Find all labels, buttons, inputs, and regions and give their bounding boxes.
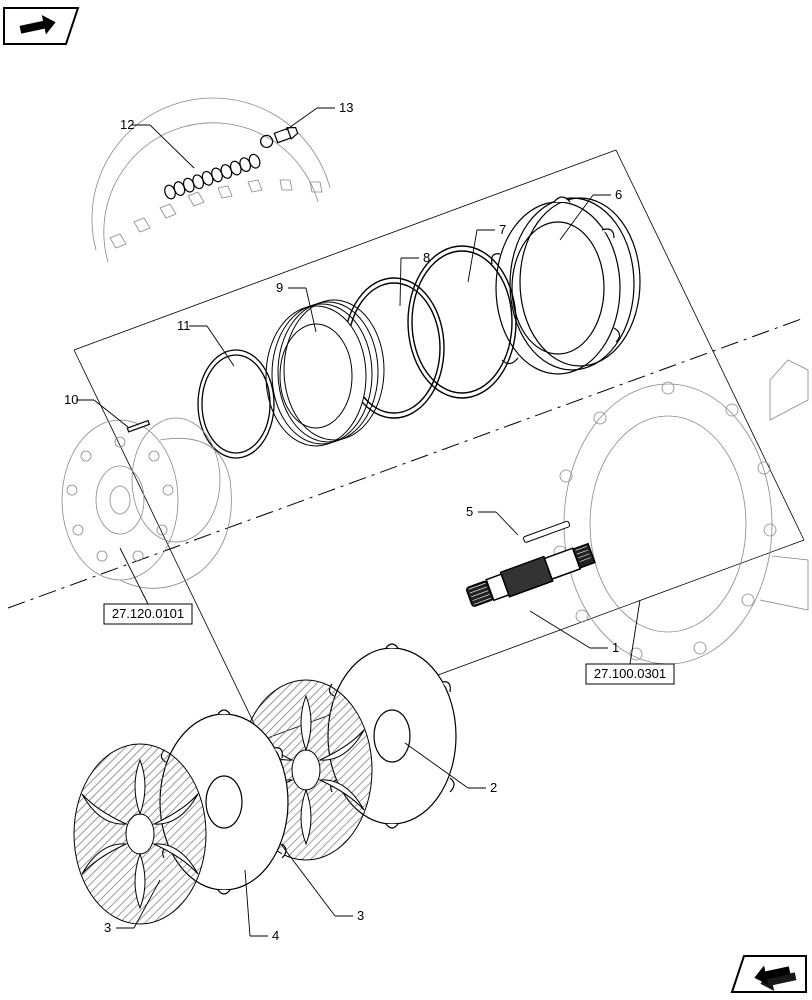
disc-3-left [74, 744, 206, 924]
ring-stack [266, 300, 384, 446]
piston-cylinder [492, 197, 640, 374]
nav-icon-top-left[interactable] [4, 8, 78, 44]
callout-2: 2 [490, 780, 497, 795]
callout-3: 3 [357, 908, 364, 923]
diagram-svg: 123345678910111213 27.120.010127.100.030… [0, 0, 812, 1000]
plug [259, 125, 299, 149]
callout-8: 8 [423, 250, 430, 265]
callout-5: 5 [466, 504, 473, 519]
ref-27.100.0301: 27.100.0301 [594, 666, 666, 681]
callout-4: 4 [272, 928, 279, 943]
oring-7 [408, 246, 516, 398]
pin [523, 521, 570, 543]
spring [163, 153, 262, 200]
callout-12: 12 [120, 117, 134, 132]
callout-9: 9 [276, 280, 283, 295]
hub-left [62, 418, 231, 588]
cutting-plane [74, 150, 804, 740]
nav-icon-bottom-right[interactable] [732, 956, 806, 994]
shaft [465, 541, 596, 610]
callout-3: 3 [104, 920, 111, 935]
ref-27.120.0101: 27.120.0101 [112, 606, 184, 621]
callout-11: 11 [177, 318, 191, 333]
callout-13: 13 [339, 100, 353, 115]
oring-11 [198, 350, 274, 458]
callout-6: 6 [615, 187, 622, 202]
callout-1: 1 [612, 640, 619, 655]
centerline [8, 318, 804, 608]
callout-7: 7 [499, 222, 506, 237]
callout-10: 10 [64, 392, 78, 407]
